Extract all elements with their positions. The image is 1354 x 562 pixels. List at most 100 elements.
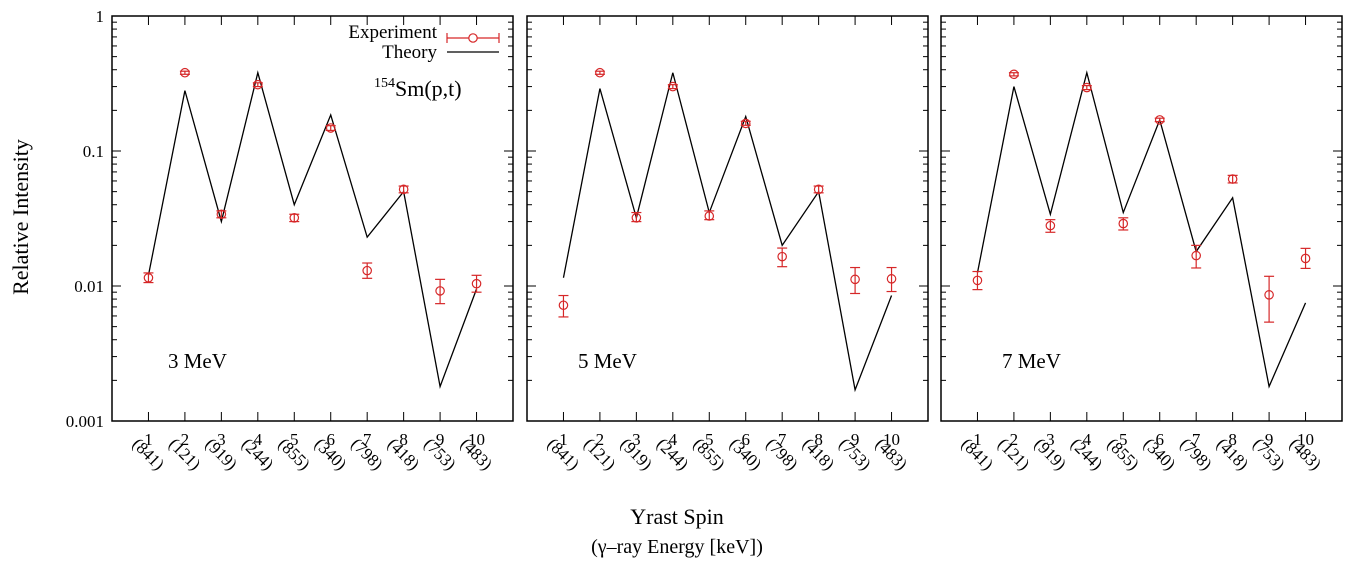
experiment-point: [143, 273, 154, 283]
experiment-point: [631, 213, 642, 223]
experiment-point: [253, 79, 263, 90]
experiment-point: [471, 278, 482, 289]
energy-tick-label: (855): [274, 434, 313, 473]
experiment-point: [216, 209, 227, 220]
energy-tick-label: (855): [1103, 434, 1142, 473]
experiment-point: [1082, 82, 1092, 93]
x-tick-label: 9: [1265, 430, 1274, 449]
experiment-point: [398, 184, 409, 195]
panel-1-frame: [111, 15, 514, 422]
y-tick-label: 0.01: [74, 277, 104, 296]
panel-3-label: 7 MeV: [1002, 349, 1061, 373]
energy-tick-label: (244): [238, 434, 277, 473]
x-tick-label: 6: [326, 430, 335, 449]
energy-tick-label: (340): [726, 434, 765, 473]
panel-1-label: 3 MeV: [168, 349, 227, 373]
panel-2-theory-line: [562, 72, 893, 393]
energy-tick-label: (798): [762, 434, 801, 473]
reaction-mass-number: 154: [374, 76, 395, 91]
energy-tick-label: (919): [616, 434, 655, 473]
panel-1-x-tick-labels: 1(841) 2(121) 3(919) 4(244) 5(855) 6(340) 7(79…: [129, 430, 497, 474]
x-tick-label: 7: [363, 430, 372, 449]
x-tick-label: 5: [290, 430, 299, 449]
experiment-point: [1154, 115, 1165, 125]
x-tick-label: 4: [254, 430, 263, 449]
x-tick-label: 7: [1192, 430, 1201, 449]
energy-tick-label: (841): [544, 434, 583, 473]
reaction-rest: Sm(p,t): [395, 76, 462, 101]
energy-tick-label: (121): [994, 434, 1033, 473]
experiment-point: [850, 274, 860, 285]
experiment-point: [180, 67, 190, 78]
experiment-point: [1300, 253, 1311, 264]
x-tick-label: 6: [741, 430, 750, 449]
energy-tick-label: (418): [384, 434, 423, 473]
x-tick-label: 2: [596, 430, 605, 449]
x-tick-label: 1: [144, 430, 153, 449]
experiment-point: [1009, 69, 1019, 80]
experiment-point: [1045, 220, 1056, 231]
x-tick-label: 10: [883, 430, 900, 449]
legend-experiment-marker: [468, 33, 478, 43]
x-tick-label: 4: [669, 430, 678, 449]
energy-tick-label: (841): [958, 434, 997, 473]
experiment-point: [362, 265, 372, 276]
panel-1-theory-line: [147, 70, 478, 389]
experiment-point: [740, 118, 751, 129]
experiment-point: [1191, 250, 1201, 261]
legend-experiment-label: Experiment: [348, 22, 437, 43]
y-tick-label: 0.001: [66, 412, 104, 431]
experiment-point: [1118, 218, 1129, 229]
experiment-point: [813, 184, 824, 195]
energy-tick-label: (855): [689, 434, 728, 473]
energy-tick-label: (753): [420, 434, 459, 473]
panel-1-y-tick-labels: 0.001 0.01 0.1 1: [66, 7, 104, 431]
legend-theory-label: Theory: [382, 42, 437, 63]
x-tick-label: 9: [851, 430, 860, 449]
x-tick-label: 8: [399, 430, 408, 449]
energy-tick-label: (121): [580, 434, 619, 473]
y-tick-label: 0.1: [83, 142, 104, 161]
x-tick-label: 8: [814, 430, 823, 449]
x-tick-label: 4: [1083, 430, 1092, 449]
energy-tick-label: (418): [799, 434, 838, 473]
experiment-point: [777, 251, 787, 262]
experiment-point: [886, 274, 897, 284]
panel-1-experiment-points: [143, 67, 482, 305]
experiment-point: [325, 123, 336, 133]
experiment-point: [1227, 174, 1238, 184]
panel-2: 1(841) 2(121) 3(919) 4(244) 5(855) 6(340) 7(79…: [526, 15, 929, 474]
x-tick-label: 10: [1297, 430, 1314, 449]
panel-3-frame: [940, 15, 1343, 422]
experiment-point: [595, 67, 605, 78]
energy-tick-label: (483): [457, 434, 496, 473]
x-tick-label: 10: [468, 430, 485, 449]
x-tick-label: 9: [436, 430, 445, 449]
panel-3-x-tick-labels: 1(841) 2(121) 3(919) 4(244) 5(855) 6(340) 7(79…: [958, 430, 1326, 474]
energy-tick-label: (798): [347, 434, 386, 473]
energy-tick-label: (121): [165, 434, 204, 473]
legend: Experiment Theory: [348, 22, 500, 63]
energy-tick-label: (483): [872, 434, 911, 473]
energy-tick-label: (418): [1213, 434, 1252, 473]
x-tick-label: 7: [778, 430, 787, 449]
experiment-point: [704, 211, 715, 221]
panel-3-theory-line: [976, 70, 1307, 389]
panel-2-experiment-points: [558, 67, 897, 318]
energy-tick-label: (483): [1286, 434, 1325, 473]
panel-1-ticks: [112, 16, 513, 422]
energy-tick-label: (753): [1249, 434, 1288, 473]
energy-tick-label: (340): [1140, 434, 1179, 473]
x-tick-label: 1: [973, 430, 982, 449]
energy-tick-label: (244): [653, 434, 692, 473]
energy-tick-label: (753): [835, 434, 874, 473]
experiment-point: [435, 286, 445, 296]
panel-3: 1(841) 2(121) 3(919) 4(244) 5(855) 6(340) 7(79…: [940, 15, 1343, 474]
panel-2-x-tick-labels: 1(841) 2(121) 3(919) 4(244) 5(855) 6(340) 7(79…: [544, 430, 912, 474]
x-tick-label: 3: [1046, 430, 1055, 449]
x-tick-label: 2: [1010, 430, 1019, 449]
x-axis-label: Yrast Spin: [630, 504, 724, 529]
experiment-point: [558, 300, 569, 311]
energy-tick-label: (244): [1067, 434, 1106, 473]
